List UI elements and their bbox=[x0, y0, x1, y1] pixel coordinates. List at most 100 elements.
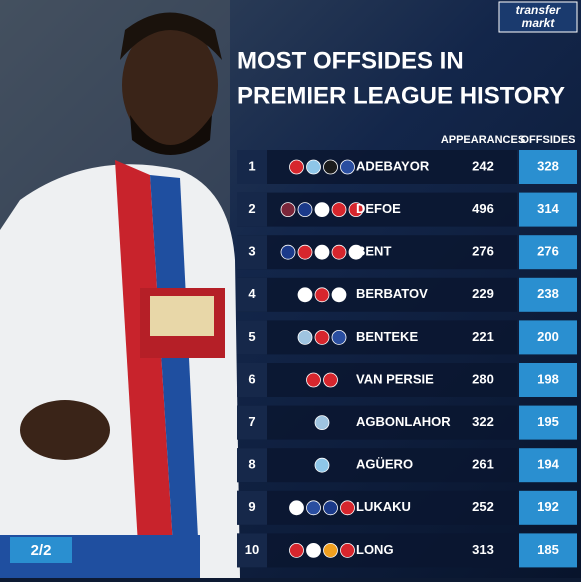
player-name: AGÜERO bbox=[356, 457, 413, 472]
logo-line1: transfer bbox=[516, 3, 562, 17]
club-badge bbox=[289, 543, 304, 558]
title-line1: MOST OFFSIDES IN bbox=[237, 47, 464, 74]
club-badge bbox=[323, 372, 338, 388]
player-name: BENT bbox=[356, 244, 391, 259]
appearances: 496 bbox=[472, 201, 494, 216]
row-background bbox=[237, 405, 517, 440]
club-badge bbox=[314, 415, 330, 431]
offsides: 238 bbox=[537, 286, 559, 301]
rank-box bbox=[237, 490, 267, 525]
club-badge bbox=[314, 287, 330, 303]
offsides-box bbox=[519, 363, 577, 397]
rank-box bbox=[237, 150, 267, 184]
appearances: 280 bbox=[472, 371, 494, 386]
appearances: 276 bbox=[472, 244, 494, 259]
rank: 4 bbox=[248, 286, 256, 301]
offsides: 185 bbox=[537, 542, 559, 557]
player-name: LONG bbox=[356, 542, 394, 557]
club-badge bbox=[323, 159, 338, 175]
club-badge bbox=[314, 457, 330, 473]
offsides: 314 bbox=[537, 201, 559, 216]
page-indicator-box bbox=[10, 537, 72, 563]
title-line2: PREMIER LEAGUE HISTORY bbox=[237, 82, 565, 109]
offsides-box bbox=[519, 405, 577, 440]
offsides: 276 bbox=[537, 244, 559, 259]
appearances: 229 bbox=[472, 286, 494, 301]
rank-box bbox=[237, 363, 267, 397]
row-background bbox=[237, 320, 517, 355]
club-badge bbox=[314, 244, 330, 260]
column-header: APPEARANCES bbox=[441, 134, 525, 146]
rank-box bbox=[237, 235, 267, 270]
row-background bbox=[237, 363, 517, 397]
club-badge bbox=[314, 202, 330, 218]
rank: 5 bbox=[248, 329, 255, 344]
appearances: 221 bbox=[472, 329, 494, 344]
club-badge bbox=[289, 500, 304, 516]
player-name: BERBATOV bbox=[356, 286, 428, 301]
row-background bbox=[237, 533, 517, 568]
club-badge bbox=[289, 159, 304, 175]
player-name: BENTEKE bbox=[356, 329, 418, 344]
rank-box bbox=[237, 405, 267, 440]
club-badge bbox=[297, 244, 313, 260]
row-background bbox=[237, 277, 517, 312]
offsides-box bbox=[519, 277, 577, 312]
player-photo bbox=[0, 0, 240, 578]
logo-line2: markt bbox=[522, 16, 556, 30]
rank: 1 bbox=[248, 158, 255, 173]
rank: 8 bbox=[248, 457, 255, 472]
club-badge bbox=[297, 329, 313, 345]
rank-box bbox=[237, 192, 267, 227]
rank-box bbox=[237, 448, 267, 483]
rank: 3 bbox=[248, 244, 255, 259]
club-badge bbox=[280, 244, 296, 260]
club-badge bbox=[306, 159, 321, 175]
rank: 9 bbox=[248, 499, 255, 514]
rank-box bbox=[237, 277, 267, 312]
offsides-box bbox=[519, 320, 577, 355]
club-badge bbox=[340, 159, 355, 175]
row-background bbox=[237, 150, 517, 184]
table: 1 ADEBAYOR 242 328 2 DEFOE 496 314 3 BENT 276 276 4 B… bbox=[237, 150, 577, 568]
offsides-box bbox=[519, 533, 577, 568]
club-badge bbox=[340, 500, 355, 516]
rank: 10 bbox=[245, 542, 259, 557]
player-name: VAN PERSIE bbox=[356, 371, 434, 386]
offsides: 194 bbox=[537, 457, 559, 472]
offsides: 192 bbox=[537, 499, 559, 514]
club-badge bbox=[331, 202, 347, 218]
offsides-box bbox=[519, 192, 577, 227]
club-badge bbox=[331, 287, 347, 303]
rank-box bbox=[237, 320, 267, 355]
offsides-box bbox=[519, 235, 577, 270]
offsides-box bbox=[519, 448, 577, 483]
row-background bbox=[237, 448, 517, 483]
offsides: 200 bbox=[537, 329, 559, 344]
rank: 7 bbox=[248, 414, 255, 429]
row-background bbox=[237, 490, 517, 525]
player-name: DEFOE bbox=[356, 201, 401, 216]
appearances: 242 bbox=[472, 158, 494, 173]
club-badge bbox=[323, 500, 338, 516]
rank: 2 bbox=[248, 201, 255, 216]
offsides: 328 bbox=[537, 158, 559, 173]
club-badge bbox=[340, 543, 355, 558]
club-badge bbox=[331, 329, 347, 345]
rank-box bbox=[237, 533, 267, 568]
club-badge bbox=[314, 329, 330, 345]
offsides-box bbox=[519, 490, 577, 525]
club-badge bbox=[306, 500, 321, 516]
logo: transfer markt bbox=[498, 1, 578, 33]
appearances: 252 bbox=[472, 499, 494, 514]
club-badge bbox=[306, 543, 321, 558]
appearances: 322 bbox=[472, 414, 494, 429]
column-header: OFFSIDES bbox=[520, 134, 575, 146]
club-badge bbox=[297, 287, 313, 303]
player-name: ADEBAYOR bbox=[356, 158, 430, 173]
club-badge bbox=[306, 372, 321, 388]
club-badge bbox=[323, 543, 338, 558]
player-name: LUKAKU bbox=[356, 499, 411, 514]
appearances: 313 bbox=[472, 542, 494, 557]
